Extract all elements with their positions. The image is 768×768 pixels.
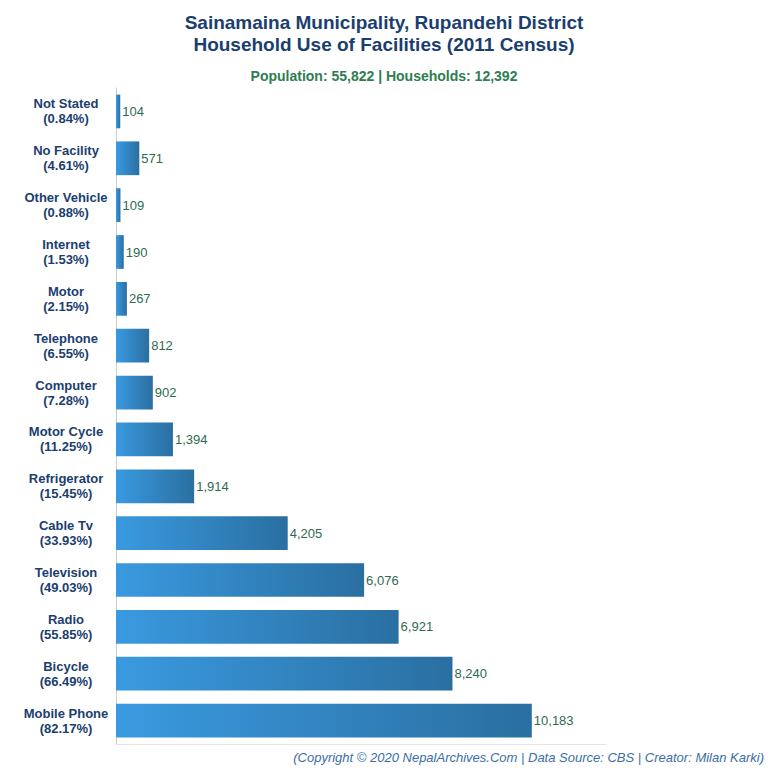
svg-text:Television: Television bbox=[35, 565, 98, 580]
svg-text:Other Vehicle: Other Vehicle bbox=[24, 190, 107, 205]
svg-text:1,394: 1,394 bbox=[175, 432, 208, 447]
svg-text:109: 109 bbox=[122, 198, 144, 213]
svg-text:267: 267 bbox=[129, 291, 151, 306]
svg-text:4,205: 4,205 bbox=[290, 526, 323, 541]
svg-text:(66.49%): (66.49%) bbox=[40, 674, 93, 689]
svg-text:Internet: Internet bbox=[42, 237, 90, 252]
svg-text:10,183: 10,183 bbox=[534, 713, 574, 728]
svg-text:(2.15%): (2.15%) bbox=[43, 299, 89, 314]
svg-text:8,240: 8,240 bbox=[454, 666, 487, 681]
svg-text:6,921: 6,921 bbox=[401, 619, 434, 634]
svg-text:Computer: Computer bbox=[35, 378, 96, 393]
svg-text:(0.84%): (0.84%) bbox=[43, 111, 89, 126]
svg-text:Motor Cycle: Motor Cycle bbox=[29, 424, 103, 439]
svg-text:812: 812 bbox=[151, 338, 173, 353]
svg-text:Refrigerator: Refrigerator bbox=[29, 471, 103, 486]
svg-text:(33.93%): (33.93%) bbox=[40, 533, 93, 548]
svg-text:Not Stated: Not Stated bbox=[34, 96, 99, 111]
svg-text:Sainamaina Municipality, Rupan: Sainamaina Municipality, Rupandehi Distr… bbox=[185, 12, 584, 33]
svg-text:Radio: Radio bbox=[48, 612, 84, 627]
svg-text:Mobile Phone: Mobile Phone bbox=[24, 706, 109, 721]
svg-text:104: 104 bbox=[122, 104, 144, 119]
svg-text:Cable Tv: Cable Tv bbox=[39, 518, 94, 533]
svg-text:(7.28%): (7.28%) bbox=[43, 393, 89, 408]
svg-text:(0.88%): (0.88%) bbox=[43, 205, 89, 220]
svg-text:902: 902 bbox=[155, 385, 177, 400]
svg-text:(4.61%): (4.61%) bbox=[43, 158, 89, 173]
svg-text:(82.17%): (82.17%) bbox=[40, 721, 93, 736]
svg-text:(1.53%): (1.53%) bbox=[43, 252, 89, 267]
svg-text:6,076: 6,076 bbox=[366, 573, 399, 588]
svg-text:(6.55%): (6.55%) bbox=[43, 346, 89, 361]
svg-text:Telephone: Telephone bbox=[34, 331, 98, 346]
svg-text:Household Use of Facilities (2: Household Use of Facilities (2011 Census… bbox=[193, 34, 574, 55]
svg-text:(11.25%): (11.25%) bbox=[40, 439, 92, 454]
svg-text:No Facility: No Facility bbox=[33, 143, 100, 158]
svg-text:(55.85%): (55.85%) bbox=[40, 627, 93, 642]
svg-text:Population: 55,822 | Household: Population: 55,822 | Households: 12,392 bbox=[251, 68, 518, 84]
svg-text:571: 571 bbox=[141, 151, 163, 166]
svg-text:Bicycle: Bicycle bbox=[43, 659, 89, 674]
svg-text:(15.45%): (15.45%) bbox=[40, 486, 93, 501]
svg-text:190: 190 bbox=[126, 245, 148, 260]
svg-text:1,914: 1,914 bbox=[196, 479, 229, 494]
svg-text:(Copyright © 2020 NepalArchive: (Copyright © 2020 NepalArchives.Com | Da… bbox=[293, 750, 764, 765]
svg-text:Motor: Motor bbox=[48, 284, 84, 299]
svg-text:(49.03%): (49.03%) bbox=[40, 580, 93, 595]
